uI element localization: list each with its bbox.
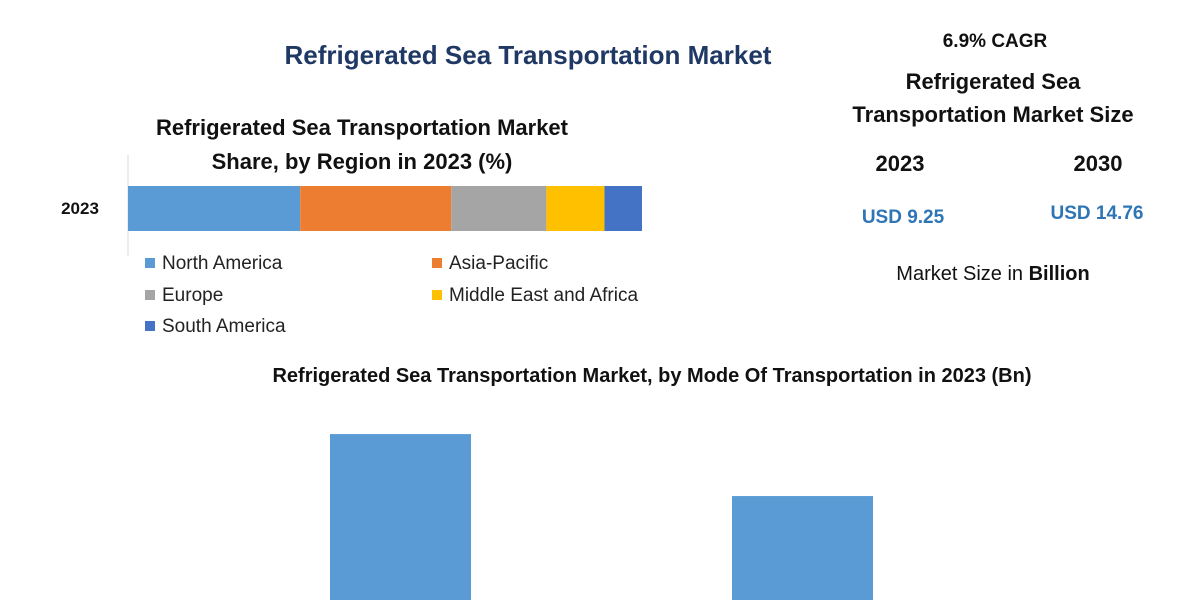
legend-label: Middle East and Africa xyxy=(449,285,638,306)
bar-segment xyxy=(128,186,301,231)
bar-segment xyxy=(300,186,452,231)
legend-label: North America xyxy=(162,253,283,274)
legend-swatch xyxy=(432,290,442,300)
category-label: 2023 xyxy=(61,199,99,218)
size-unit: Billion xyxy=(1028,263,1090,285)
cagr: 6.9% CAGR xyxy=(942,31,1048,52)
bar-segment xyxy=(451,186,547,231)
legend-swatch xyxy=(432,258,442,268)
main-title: Refrigerated Sea Transportation Market xyxy=(284,40,772,70)
size-value: USD 9.25 xyxy=(861,207,945,228)
legend-swatch xyxy=(145,258,155,268)
chart-title: Refrigerated Sea Transportation Market S… xyxy=(155,115,568,174)
size-title: Refrigerated Sea Transportation Market S… xyxy=(852,69,1134,127)
bar-segment xyxy=(604,186,642,231)
legend-label: Europe xyxy=(162,285,223,306)
legend-label: Asia-Pacific xyxy=(449,253,548,274)
size-value: USD 14.76 xyxy=(1050,203,1144,224)
bar-segment xyxy=(546,186,605,231)
legend-swatch xyxy=(145,290,155,300)
bar xyxy=(732,496,873,600)
chart-title: Refrigerated Sea Transportation Market, … xyxy=(272,365,1032,387)
size-note-text: Market Size in xyxy=(896,263,1024,285)
year: 2030 xyxy=(1073,151,1123,176)
size-note: Market Size in Billion xyxy=(843,263,1143,286)
year: 2023 xyxy=(875,151,925,176)
legend-swatch xyxy=(145,321,155,331)
legend-label: South America xyxy=(162,316,286,337)
bar xyxy=(330,434,471,600)
